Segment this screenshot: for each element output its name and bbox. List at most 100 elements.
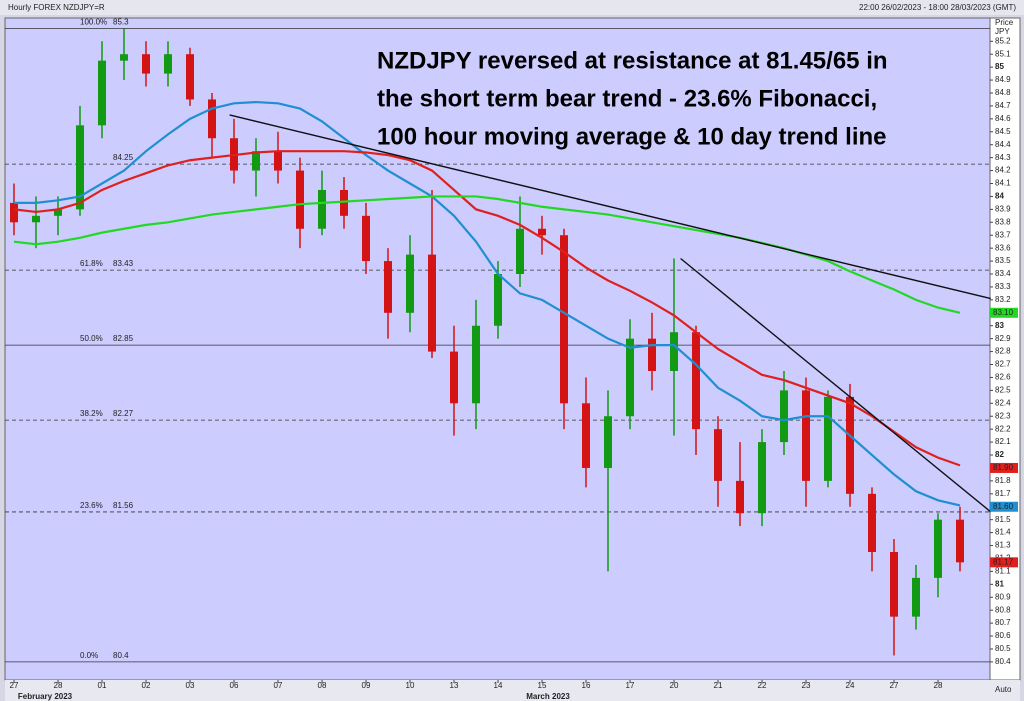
candle-body (582, 403, 590, 468)
x-tick-label: 20 (670, 681, 679, 690)
y-tick-label: 84.1 (995, 179, 1011, 188)
y-tick-label: 81.4 (995, 528, 1011, 537)
candle-body (252, 151, 260, 171)
candle-body (868, 493, 876, 552)
y-tick-label: 80.7 (995, 618, 1011, 627)
x-tick-label: 01 (98, 681, 107, 690)
candle-body (428, 254, 436, 352)
y-tick-label: 81.5 (995, 515, 1011, 524)
candle-body (934, 519, 942, 578)
y-tick-label: 82.7 (995, 360, 1011, 369)
candle-body (802, 390, 810, 481)
candle-body (10, 202, 18, 223)
candle-body (626, 338, 634, 417)
candle-body (164, 54, 172, 74)
range-text: 22:00 26/02/2023 - 18:00 28/03/2023 (GMT… (859, 3, 1016, 12)
header-text: Hourly FOREX NZDJPY=R (8, 3, 105, 12)
x-tick-label: 14 (494, 681, 503, 690)
y-tick-label: 83.3 (995, 282, 1011, 291)
chart-title: 100 hour moving average & 10 day trend l… (377, 123, 887, 150)
header-bar (0, 0, 1024, 15)
price-tag (990, 501, 1018, 512)
x-tick-label: 28 (934, 681, 943, 690)
chart-title: NZDJPY reversed at resistance at 81.45/6… (377, 47, 888, 74)
fib-percent: 38.2% (80, 409, 103, 418)
price-tag (990, 307, 1018, 318)
candle-body (54, 209, 62, 216)
candle-body (318, 189, 326, 229)
x-tick-label: 09 (362, 681, 371, 690)
y-tick-label: 84.4 (995, 140, 1011, 149)
fib-value: 84.25 (113, 153, 134, 162)
fib-value: 82.27 (113, 409, 134, 418)
candle-body (714, 429, 722, 481)
month-label: March 2023 (526, 692, 570, 701)
candle-body (120, 54, 128, 61)
moving-average (14, 100, 961, 507)
y-tick-label: 83 (995, 321, 1004, 330)
y-tick-label: 83.8 (995, 217, 1011, 226)
candle-body (846, 396, 854, 494)
y-tick-label: 84.6 (995, 114, 1011, 123)
candle-body (296, 170, 304, 229)
price-tag-label: 81.60 (993, 502, 1014, 511)
candle-body (450, 351, 458, 404)
x-tick-label: 07 (274, 681, 283, 690)
fib-percent: 0.0% (80, 651, 98, 660)
candle-body (670, 332, 678, 371)
candle-body (912, 577, 920, 617)
trend-line (680, 257, 992, 513)
x-tick-label: 15 (538, 681, 547, 690)
price-tag-label: 81.17 (993, 557, 1014, 566)
price-tag-label: 81.90 (993, 463, 1014, 472)
fib-percent: 23.6% (80, 501, 103, 510)
candle-body (208, 99, 216, 139)
candle-body (472, 325, 480, 404)
price-tag (990, 557, 1018, 568)
y-tick-label: 82.8 (995, 347, 1011, 356)
candle-body (98, 60, 106, 126)
y-tick-label: 84.2 (995, 166, 1011, 175)
y-tick-label: 82.1 (995, 437, 1011, 446)
candle-body (736, 480, 744, 514)
fib-value: 85.3 (113, 17, 129, 26)
y-tick-label: 82 (995, 450, 1004, 459)
fib-value: 82.85 (113, 334, 134, 343)
y-tick-label: 83.9 (995, 204, 1011, 213)
candle-body (890, 551, 898, 617)
candle-body (362, 215, 370, 262)
candle-body (32, 215, 40, 223)
candle-body (538, 228, 546, 236)
price-tag-label: 83.10 (993, 308, 1014, 317)
y-tick-label: 81.3 (995, 541, 1011, 550)
x-tick-label: 28 (54, 681, 63, 690)
x-tick-label: 27 (10, 681, 19, 690)
fib-percent: 100.0% (80, 17, 107, 26)
y-tick-label: 85.1 (995, 49, 1011, 58)
candle-body (340, 189, 348, 216)
candle-body (780, 390, 788, 443)
y-tick-label: 82.6 (995, 373, 1011, 382)
trend-line (229, 114, 991, 300)
y-tick-label: 80.5 (995, 644, 1011, 653)
candle-body (516, 228, 524, 275)
candle-body (758, 442, 766, 514)
y-tick-label: 80.9 (995, 592, 1011, 601)
y-tick-label: 83.4 (995, 269, 1011, 278)
price-tag (990, 462, 1018, 473)
right-axis (989, 17, 1021, 681)
candle-body (692, 332, 700, 430)
y-tick-label: 85.2 (995, 36, 1011, 45)
x-tick-label: 08 (318, 681, 327, 690)
candle-body (142, 54, 150, 74)
x-tick-label: 06 (230, 681, 239, 690)
fib-percent: 50.0% (80, 334, 103, 343)
moving-average (13, 150, 961, 467)
x-tick-label: 23 (802, 681, 811, 690)
y-tick-label: 84.7 (995, 101, 1011, 110)
candle-body (956, 519, 964, 563)
x-tick-label: 03 (186, 681, 195, 690)
month-label: February 2023 (18, 692, 73, 701)
candle-body (604, 416, 612, 468)
y-tick-label: 82.3 (995, 411, 1011, 420)
